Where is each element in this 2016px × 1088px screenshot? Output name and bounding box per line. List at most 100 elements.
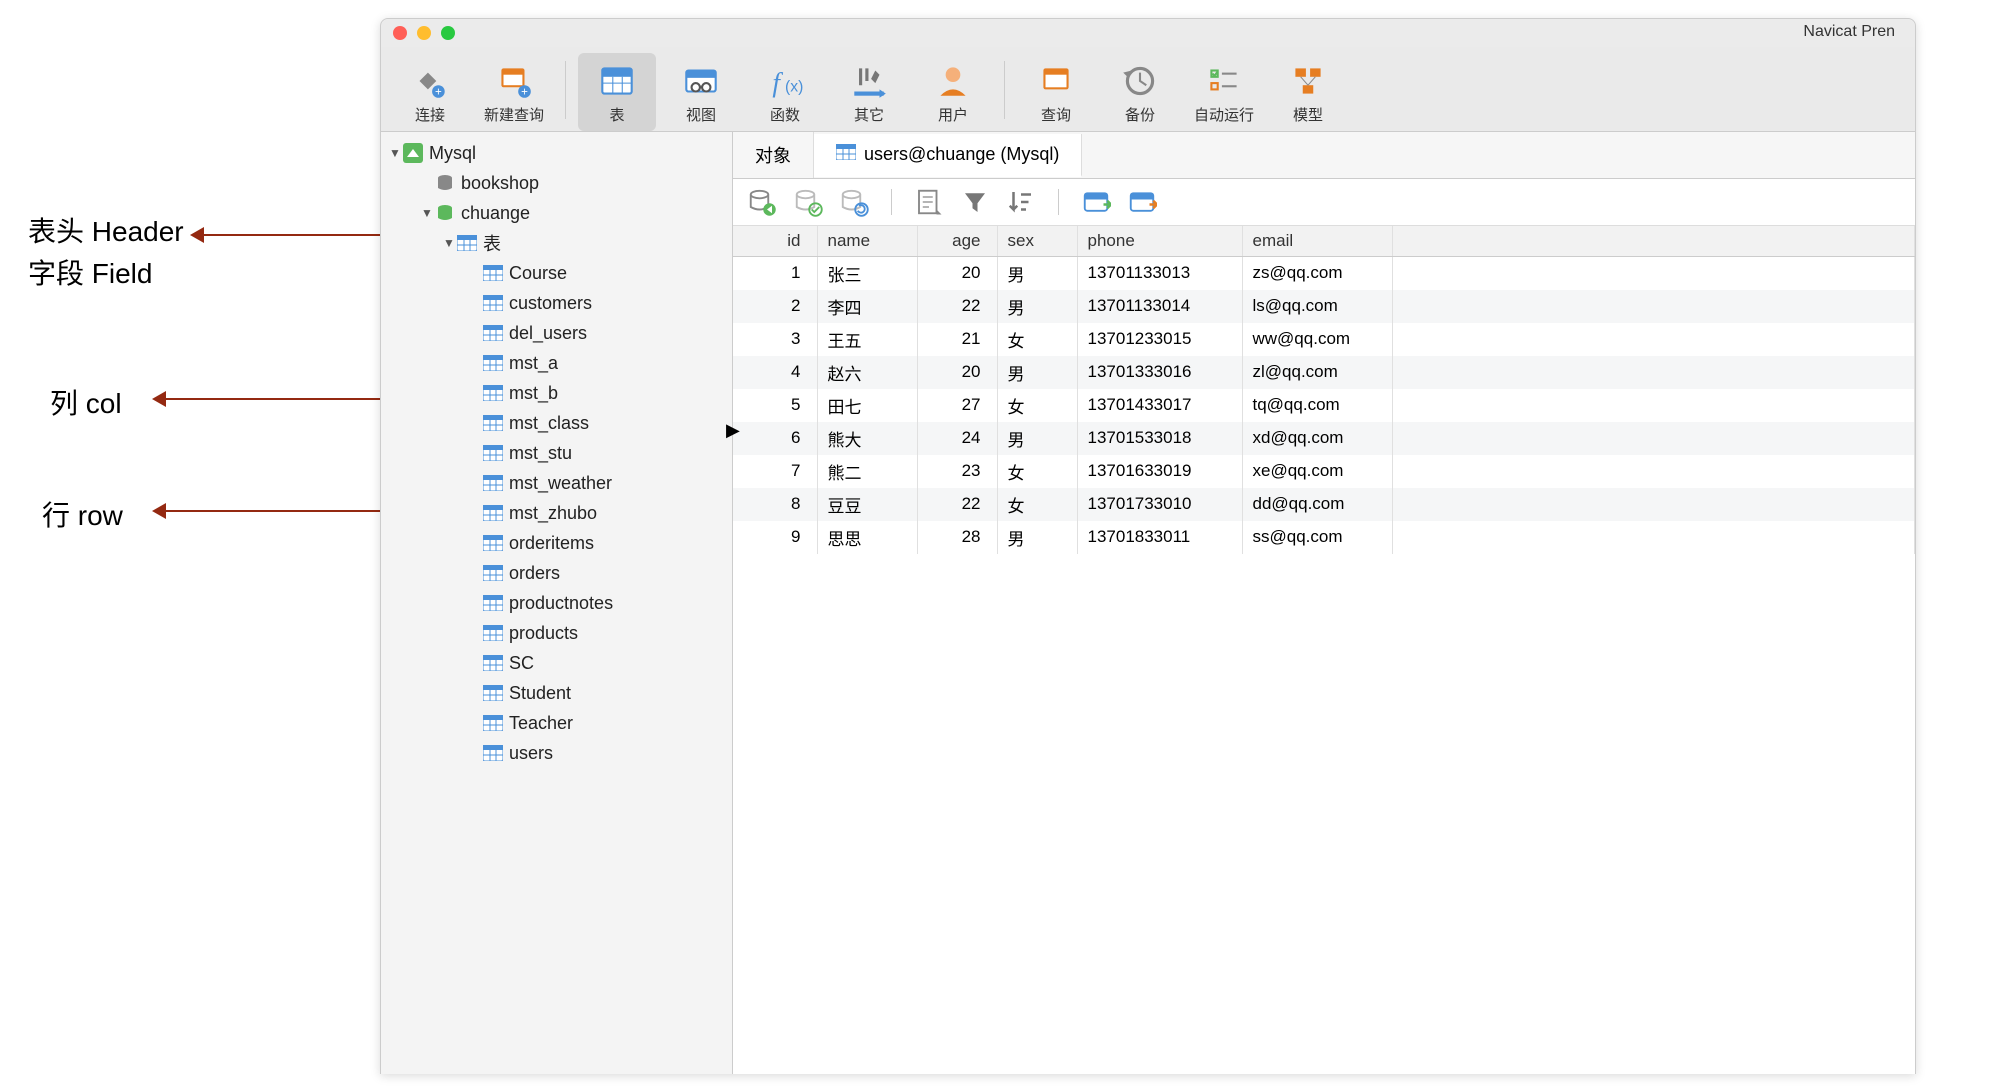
sidebar-table-mst_zhubo[interactable]: mst_zhubo [381, 498, 732, 528]
cell-phone[interactable]: 13701433017 [1077, 389, 1242, 422]
table-row[interactable]: 4赵六20男13701333016zl@qq.com [733, 356, 1915, 389]
column-header-name[interactable]: name [817, 226, 917, 256]
sidebar-table-Course[interactable]: Course [381, 258, 732, 288]
table-row[interactable]: 7熊二23女13701633019xe@qq.com [733, 455, 1915, 488]
import-icon[interactable] [1081, 187, 1111, 217]
cell-email[interactable]: ls@qq.com [1242, 290, 1392, 323]
cell-phone[interactable]: 13701133014 [1077, 290, 1242, 323]
cell-age[interactable]: 21 [917, 323, 997, 356]
backup-button[interactable]: 备份 [1101, 53, 1179, 131]
cell-phone[interactable]: 13701633019 [1077, 455, 1242, 488]
sidebar-table-customers[interactable]: customers [381, 288, 732, 318]
cell-name[interactable]: 王五 [817, 323, 917, 356]
function-button[interactable]: f(x) 函数 [746, 53, 824, 131]
cell-age[interactable]: 27 [917, 389, 997, 422]
table-row[interactable]: 5田七27女13701433017tq@qq.com [733, 389, 1915, 422]
cell-name[interactable]: 赵六 [817, 356, 917, 389]
cell-sex[interactable]: 女 [997, 323, 1077, 356]
cell-id[interactable]: 2 [733, 290, 817, 323]
cell-age[interactable]: 20 [917, 356, 997, 389]
cell-age[interactable]: 23 [917, 455, 997, 488]
sidebar-connection[interactable]: ▼ Mysql [381, 138, 732, 168]
commit-icon[interactable] [793, 187, 823, 217]
cell-phone[interactable]: 13701133013 [1077, 256, 1242, 290]
cell-name[interactable]: 豆豆 [817, 488, 917, 521]
cell-age[interactable]: 22 [917, 290, 997, 323]
cell-email[interactable]: dd@qq.com [1242, 488, 1392, 521]
sidebar-table-mst_weather[interactable]: mst_weather [381, 468, 732, 498]
cell-id[interactable]: 6 [733, 422, 817, 455]
column-header-id[interactable]: id [733, 226, 817, 256]
new-query-button[interactable]: + 新建查询 [475, 53, 553, 131]
cell-phone[interactable]: 13701533018 [1077, 422, 1242, 455]
sidebar-db-chuange[interactable]: ▼ chuange [381, 198, 732, 228]
cell-id[interactable]: 5 [733, 389, 817, 422]
cell-id[interactable]: 3 [733, 323, 817, 356]
cell-sex[interactable]: 女 [997, 488, 1077, 521]
cell-phone[interactable]: 13701333016 [1077, 356, 1242, 389]
view-button[interactable]: 视图 [662, 53, 740, 131]
column-header-sex[interactable]: sex [997, 226, 1077, 256]
cell-phone[interactable]: 13701733010 [1077, 488, 1242, 521]
table-row[interactable]: 6熊大24男13701533018xd@qq.com [733, 422, 1915, 455]
column-header-email[interactable]: email [1242, 226, 1392, 256]
other-button[interactable]: 其它 [830, 53, 908, 131]
autorun-button[interactable]: 自动运行 [1185, 53, 1263, 131]
cell-email[interactable]: xe@qq.com [1242, 455, 1392, 488]
sidebar-table-productnotes[interactable]: productnotes [381, 588, 732, 618]
cell-id[interactable]: 7 [733, 455, 817, 488]
cell-sex[interactable]: 男 [997, 256, 1077, 290]
sort-icon[interactable] [1006, 187, 1036, 217]
column-header-age[interactable]: age [917, 226, 997, 256]
cell-email[interactable]: tq@qq.com [1242, 389, 1392, 422]
cell-email[interactable]: zs@qq.com [1242, 256, 1392, 290]
cell-phone[interactable]: 13701233015 [1077, 323, 1242, 356]
sidebar-tables-folder[interactable]: ▼ 表 [381, 228, 732, 258]
cell-name[interactable]: 熊二 [817, 455, 917, 488]
cell-sex[interactable]: 男 [997, 290, 1077, 323]
cell-id[interactable]: 8 [733, 488, 817, 521]
tab-users-table[interactable]: users@chuange (Mysql) [814, 134, 1082, 177]
cell-email[interactable]: ww@qq.com [1242, 323, 1392, 356]
cell-phone[interactable]: 13701833011 [1077, 521, 1242, 554]
cell-sex[interactable]: 男 [997, 422, 1077, 455]
query-button[interactable]: 查询 [1017, 53, 1095, 131]
rollback-icon[interactable] [839, 187, 869, 217]
cell-age[interactable]: 24 [917, 422, 997, 455]
cell-name[interactable]: 李四 [817, 290, 917, 323]
sidebar-table-orderitems[interactable]: orderitems [381, 528, 732, 558]
sidebar-table-products[interactable]: products [381, 618, 732, 648]
user-button[interactable]: 用户 [914, 53, 992, 131]
cell-sex[interactable]: 女 [997, 389, 1077, 422]
cell-sex[interactable]: 男 [997, 521, 1077, 554]
sidebar-table-mst_class[interactable]: mst_class [381, 408, 732, 438]
cell-age[interactable]: 20 [917, 256, 997, 290]
sidebar-table-Teacher[interactable]: Teacher [381, 708, 732, 738]
cell-age[interactable]: 22 [917, 488, 997, 521]
sidebar-db-bookshop[interactable]: bookshop [381, 168, 732, 198]
cell-sex[interactable]: 男 [997, 356, 1077, 389]
cell-email[interactable]: ss@qq.com [1242, 521, 1392, 554]
close-window-button[interactable] [393, 26, 407, 40]
table-row[interactable]: 3王五21女13701233015ww@qq.com [733, 323, 1915, 356]
sidebar-table-mst_a[interactable]: mst_a [381, 348, 732, 378]
cell-age[interactable]: 28 [917, 521, 997, 554]
sidebar-table-users[interactable]: users [381, 738, 732, 768]
data-grid[interactable]: idnameagesexphoneemail 1张三20男13701133013… [733, 226, 1915, 1074]
cell-name[interactable]: 张三 [817, 256, 917, 290]
cell-name[interactable]: 田七 [817, 389, 917, 422]
text-blob-icon[interactable] [914, 187, 944, 217]
table-button[interactable]: 表 [578, 53, 656, 131]
export-icon[interactable] [1127, 187, 1157, 217]
cell-name[interactable]: 熊大 [817, 422, 917, 455]
sidebar-table-mst_b[interactable]: mst_b [381, 378, 732, 408]
cell-email[interactable]: xd@qq.com [1242, 422, 1392, 455]
connect-button[interactable]: + 连接 [391, 53, 469, 131]
minimize-window-button[interactable] [417, 26, 431, 40]
sidebar-table-mst_stu[interactable]: mst_stu [381, 438, 732, 468]
cell-email[interactable]: zl@qq.com [1242, 356, 1392, 389]
sidebar-table-Student[interactable]: Student [381, 678, 732, 708]
cell-id[interactable]: 4 [733, 356, 817, 389]
cell-sex[interactable]: 女 [997, 455, 1077, 488]
model-button[interactable]: 模型 [1269, 53, 1347, 131]
